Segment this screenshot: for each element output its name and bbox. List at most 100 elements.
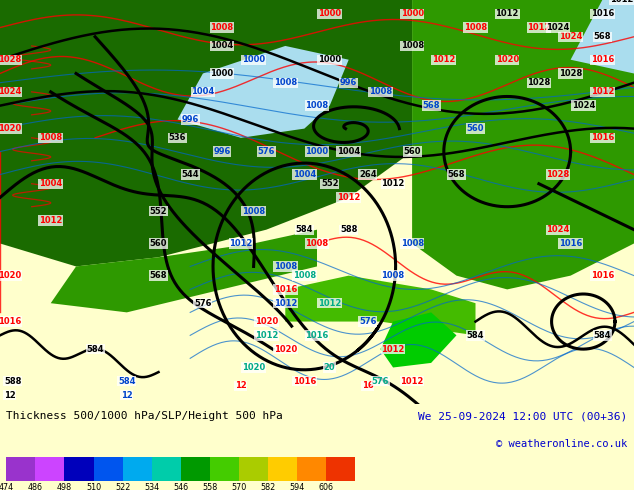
Text: 1000: 1000 bbox=[306, 147, 328, 156]
Text: 1016: 1016 bbox=[306, 331, 328, 340]
Text: 552: 552 bbox=[321, 179, 339, 188]
Text: 1012: 1012 bbox=[255, 331, 278, 340]
Text: We 25-09-2024 12:00 UTC (00+36): We 25-09-2024 12:00 UTC (00+36) bbox=[418, 411, 628, 421]
Text: 1016: 1016 bbox=[0, 317, 21, 326]
Text: 1012: 1012 bbox=[274, 299, 297, 308]
Bar bbox=[94, 458, 122, 481]
Polygon shape bbox=[0, 0, 412, 267]
Text: 474: 474 bbox=[0, 483, 14, 490]
Text: 552: 552 bbox=[150, 207, 167, 216]
Text: 1008: 1008 bbox=[210, 23, 233, 32]
Bar bbox=[239, 458, 268, 481]
Text: 582: 582 bbox=[260, 483, 276, 490]
Text: 1016: 1016 bbox=[274, 285, 297, 294]
Text: 12: 12 bbox=[4, 391, 15, 399]
Polygon shape bbox=[51, 230, 317, 313]
Text: 544: 544 bbox=[181, 170, 199, 179]
Text: 16: 16 bbox=[362, 381, 373, 391]
Text: 1012: 1012 bbox=[337, 193, 360, 202]
Polygon shape bbox=[412, 0, 634, 290]
Text: Thickness 500/1000 hPa/SLP/Height 500 hPa: Thickness 500/1000 hPa/SLP/Height 500 hP… bbox=[6, 411, 283, 421]
Bar bbox=[152, 458, 181, 481]
Text: 584: 584 bbox=[467, 331, 484, 340]
Text: 584: 584 bbox=[593, 331, 611, 340]
Text: 1004: 1004 bbox=[293, 170, 316, 179]
Text: 1020: 1020 bbox=[242, 363, 265, 372]
Text: 1012: 1012 bbox=[432, 55, 455, 64]
Text: 1028: 1028 bbox=[547, 170, 569, 179]
Text: 1024: 1024 bbox=[547, 23, 569, 32]
Text: 568: 568 bbox=[150, 271, 167, 280]
Text: 1000: 1000 bbox=[210, 69, 233, 78]
Bar bbox=[122, 458, 152, 481]
Text: © weatheronline.co.uk: © weatheronline.co.uk bbox=[496, 439, 628, 448]
Text: 1008: 1008 bbox=[401, 42, 424, 50]
Text: 1024: 1024 bbox=[572, 101, 595, 110]
Text: 1008: 1008 bbox=[306, 239, 328, 248]
Text: 1008: 1008 bbox=[464, 23, 487, 32]
Text: 1008: 1008 bbox=[306, 101, 328, 110]
Text: 1004: 1004 bbox=[39, 179, 62, 188]
Text: 1020: 1020 bbox=[496, 55, 519, 64]
Text: 1008: 1008 bbox=[382, 271, 404, 280]
Text: 560: 560 bbox=[403, 147, 421, 156]
Text: 1008: 1008 bbox=[274, 262, 297, 271]
Text: 534: 534 bbox=[144, 483, 159, 490]
Text: 1012: 1012 bbox=[401, 377, 424, 386]
Bar bbox=[181, 458, 210, 481]
Text: 1024: 1024 bbox=[547, 225, 569, 234]
Text: 558: 558 bbox=[202, 483, 217, 490]
Text: 576: 576 bbox=[194, 299, 212, 308]
Text: 584: 584 bbox=[295, 225, 313, 234]
Text: 546: 546 bbox=[173, 483, 188, 490]
Text: 568: 568 bbox=[422, 101, 440, 110]
Text: 588: 588 bbox=[340, 225, 358, 234]
Text: 1012: 1012 bbox=[591, 87, 614, 97]
Text: 1004: 1004 bbox=[210, 42, 233, 50]
Text: 1000: 1000 bbox=[318, 9, 341, 18]
Bar bbox=[210, 458, 239, 481]
Text: 1012: 1012 bbox=[382, 179, 404, 188]
Text: 1028: 1028 bbox=[527, 78, 550, 87]
Text: 1016: 1016 bbox=[591, 133, 614, 142]
Text: 1012: 1012 bbox=[496, 9, 519, 18]
Bar bbox=[6, 458, 36, 481]
Text: 1020: 1020 bbox=[0, 124, 21, 133]
Text: 1028: 1028 bbox=[559, 69, 582, 78]
Polygon shape bbox=[178, 46, 349, 138]
Text: 1020: 1020 bbox=[0, 271, 21, 280]
Polygon shape bbox=[285, 275, 476, 335]
Text: 576: 576 bbox=[372, 377, 389, 386]
Text: 1012: 1012 bbox=[318, 299, 341, 308]
Text: 584: 584 bbox=[118, 377, 136, 386]
Text: 1000: 1000 bbox=[318, 55, 341, 64]
Text: 1016: 1016 bbox=[293, 377, 316, 386]
Text: 1008: 1008 bbox=[274, 78, 297, 87]
Text: 568: 568 bbox=[593, 32, 611, 41]
Text: 264: 264 bbox=[359, 170, 377, 179]
Text: 510: 510 bbox=[86, 483, 101, 490]
Text: 20: 20 bbox=[324, 363, 335, 372]
Text: 588: 588 bbox=[4, 377, 22, 386]
Text: 522: 522 bbox=[115, 483, 130, 490]
Text: 12: 12 bbox=[235, 381, 247, 391]
Polygon shape bbox=[380, 313, 456, 368]
Text: 1016: 1016 bbox=[559, 239, 582, 248]
Text: 1004: 1004 bbox=[337, 147, 360, 156]
Text: 606: 606 bbox=[318, 483, 333, 490]
Text: 498: 498 bbox=[57, 483, 72, 490]
Text: 594: 594 bbox=[289, 483, 304, 490]
Text: 576: 576 bbox=[359, 317, 377, 326]
Text: 570: 570 bbox=[231, 483, 247, 490]
Text: 1012: 1012 bbox=[382, 344, 404, 354]
Text: 12: 12 bbox=[121, 391, 133, 399]
Bar bbox=[326, 458, 355, 481]
Text: 1000: 1000 bbox=[242, 55, 265, 64]
Bar bbox=[268, 458, 297, 481]
Text: 1008: 1008 bbox=[401, 239, 424, 248]
Polygon shape bbox=[571, 0, 634, 74]
Text: 996: 996 bbox=[213, 147, 231, 156]
Text: 568: 568 bbox=[448, 170, 465, 179]
Text: 576: 576 bbox=[257, 147, 275, 156]
Text: 1012: 1012 bbox=[610, 0, 633, 4]
